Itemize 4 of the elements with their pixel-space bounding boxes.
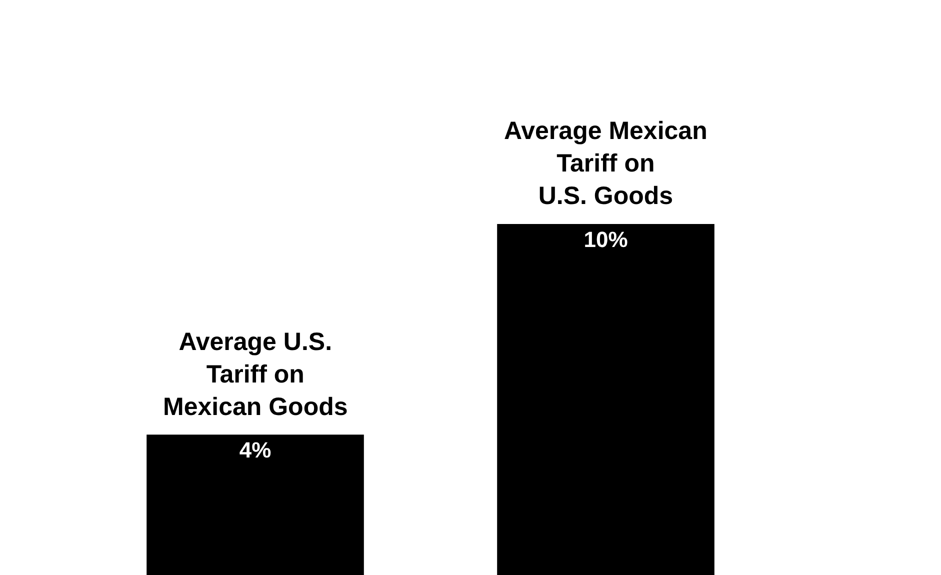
data-label: 10% bbox=[584, 227, 628, 252]
x-tick-label: Average U.S. Tariff on Mexican Goods bbox=[163, 328, 348, 421]
data-label: 4% bbox=[239, 438, 272, 463]
x-tick-label: Average Mexican Tariff on U.S. Goods bbox=[504, 117, 708, 210]
